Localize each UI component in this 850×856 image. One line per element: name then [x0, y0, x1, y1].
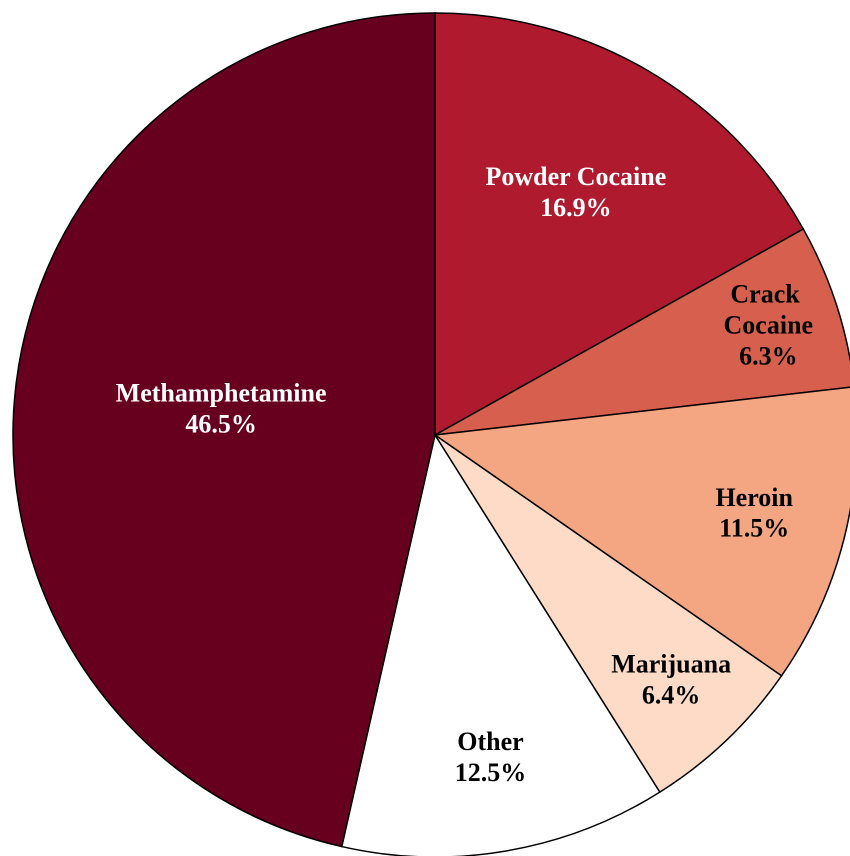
pie-slice: [434, 227, 850, 436]
slice-value-label: 46.5%: [185, 410, 257, 439]
slice-value-label: 11.5%: [719, 514, 789, 543]
pie-slice: [434, 434, 783, 794]
slice-label: Methamphetamine: [116, 379, 327, 408]
slice-label: Other: [457, 727, 523, 756]
slice-value-label: 16.9%: [540, 193, 612, 222]
slice-label: Powder Cocaine: [486, 162, 667, 191]
pie-slice: [432, 386, 850, 677]
slice-label: Heroin: [715, 483, 793, 512]
pie-slice: [434, 12, 805, 437]
slice-value-label: 12.5%: [455, 758, 527, 787]
slice-value-label: 6.3%: [739, 341, 798, 370]
pie-slice: [340, 433, 661, 856]
slice-value-label: 6.4%: [642, 681, 701, 710]
slice-label: Marijuana: [611, 650, 731, 679]
pie-slice: [12, 12, 436, 848]
slice-label: Crack Cocaine: [724, 279, 814, 339]
